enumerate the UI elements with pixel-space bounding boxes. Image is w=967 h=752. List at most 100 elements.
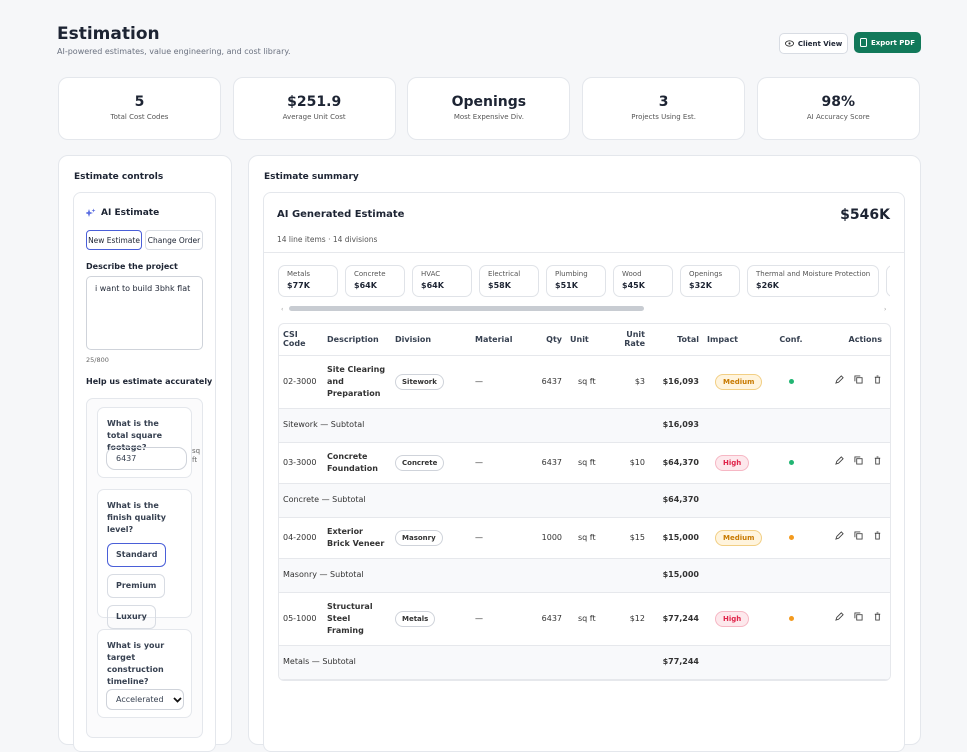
action-icon[interactable] <box>873 375 882 384</box>
action-icon[interactable] <box>873 456 882 465</box>
client-view-button[interactable]: Client View <box>779 33 848 54</box>
division-chip[interactable]: Wood $45K <box>613 265 673 297</box>
subtotal-label: Sitework — Subtotal <box>279 408 649 443</box>
stat-label: Most Expensive Div. <box>453 113 524 121</box>
estimate-meta: 14 line items · 14 divisions <box>277 235 378 244</box>
stat-label: Projects Using Est. <box>631 113 696 121</box>
chevron-icon <box>173 697 182 703</box>
scroll-right[interactable]: › <box>884 306 887 313</box>
panel-title: Estimate controls <box>74 172 164 182</box>
conf-dot <box>788 534 794 540</box>
eye-icon <box>784 40 794 47</box>
unit: sq ft <box>566 592 609 646</box>
division-chip[interactable]: HVAC $64K <box>412 265 472 297</box>
action-icon[interactable] <box>835 375 844 384</box>
division-chip[interactable]: Thermal and Moisture Protection $26K <box>747 265 880 297</box>
division-name: Openings <box>689 270 723 278</box>
division-chip[interactable]: Electrical $58K <box>479 265 539 297</box>
division-chip[interactable]: Concrete $64K <box>345 265 405 297</box>
action-icon[interactable] <box>835 612 844 621</box>
subtotal-row: Sitework — Subtotal $16,093 <box>279 408 890 443</box>
division-cell: Sitework <box>391 355 471 409</box>
option-button[interactable]: Premium <box>107 574 166 598</box>
division-chip[interactable] <box>886 265 890 297</box>
column-header: Total <box>649 324 703 356</box>
unit: sq ft <box>566 355 609 409</box>
division-chip[interactable]: Metals $77K <box>278 265 338 297</box>
subtotal-label: Masonry — Subtotal <box>279 558 649 593</box>
action-icon[interactable] <box>854 531 863 540</box>
cell <box>703 645 890 680</box>
scrollbar-thumb[interactable] <box>289 306 644 311</box>
subtotal-total: $64,370 <box>649 483 703 518</box>
page: Estimation AI-powered estimates, value e… <box>57 24 921 752</box>
division-chip[interactable]: Openings $32K <box>680 265 740 297</box>
division-cell: Concrete <box>391 442 471 484</box>
division-amount: $45K <box>622 281 645 290</box>
conf-cell <box>766 442 816 484</box>
button-label: Client View <box>797 39 843 48</box>
unit-rate: $15 <box>609 517 649 559</box>
scroll-left[interactable]: ‹ <box>281 306 284 313</box>
column-header: Unit Rate <box>609 324 649 356</box>
division-name: Thermal and Moisture Protection <box>756 270 871 278</box>
qty: 6437 <box>526 355 566 409</box>
conf-dot <box>788 459 794 465</box>
action-icon[interactable] <box>873 612 882 621</box>
subtotal-total: $77,244 <box>649 645 703 680</box>
line-items-table: CSI Code Description Division Material Qty Un… <box>279 324 890 680</box>
action-icon[interactable] <box>854 456 863 465</box>
page-title: Estimation <box>57 24 160 44</box>
sqft-input[interactable]: 6437 <box>106 447 187 470</box>
option-button[interactable]: Standard <box>107 543 167 567</box>
action-icon[interactable] <box>854 375 863 384</box>
divider <box>264 252 904 253</box>
column-header: Unit <box>566 324 609 356</box>
unit-rate: $10 <box>609 442 649 484</box>
stat-value: $251.9 <box>287 94 342 110</box>
cell <box>703 408 890 443</box>
division-chip[interactable]: Plumbing $51K <box>546 265 606 297</box>
csi-code: 02-3000 <box>279 355 323 409</box>
impact-badge: High <box>715 610 750 627</box>
csi-code: 05-1000 <box>279 592 323 646</box>
estimate-title: AI Generated Estimate <box>277 209 405 220</box>
description-textarea[interactable]: i want to build 3bhk flat <box>86 276 203 350</box>
cell <box>703 483 890 518</box>
division-amount: $26K <box>756 281 779 290</box>
action-icon[interactable] <box>873 531 882 540</box>
header: Estimation AI-powered estimates, value e… <box>57 24 291 56</box>
division-name: Electrical <box>488 270 521 278</box>
stat-card: 5 Total Cost Codes <box>58 77 221 140</box>
button-label: Export PDF <box>870 38 916 47</box>
file-icon <box>859 38 867 47</box>
action-icon[interactable] <box>835 456 844 465</box>
timeline-select[interactable]: Accelerated <box>106 689 184 710</box>
conf-cell <box>766 355 816 409</box>
action-icon[interactable] <box>854 612 863 621</box>
material: — <box>471 355 526 409</box>
tab-new-estimate[interactable]: New Estimate <box>86 230 142 250</box>
action-icon[interactable] <box>835 531 844 540</box>
describe-label: Describe the project <box>86 262 178 271</box>
tab-change-order[interactable]: Change Order <box>145 230 203 250</box>
page-subtitle: AI-powered estimates, value engineering,… <box>57 47 291 56</box>
export-pdf-button[interactable]: Export PDF <box>854 32 921 53</box>
option-button[interactable]: Luxury <box>107 605 156 629</box>
division-name: Wood <box>622 270 642 278</box>
unit: sq ft <box>566 517 609 559</box>
column-header: Actions <box>816 324 890 356</box>
division-amount: $32K <box>689 281 712 290</box>
division-amount: $64K <box>354 281 377 290</box>
ai-title: AI Estimate <box>101 208 160 218</box>
question-card: What is the total square footage? 6437 s… <box>97 407 200 478</box>
cell <box>703 558 890 593</box>
question-card: What is the finish quality level? Standa… <box>97 489 192 629</box>
line-item-row: 05-1000 Structural Steel Framing Metals —64… <box>279 592 890 646</box>
description: Exterior Brick Veneer <box>323 517 391 559</box>
unit-rate: $12 <box>609 592 649 646</box>
qty: 6437 <box>526 442 566 484</box>
impact-badge: Medium <box>715 529 763 546</box>
division-pill: Masonry <box>395 529 443 546</box>
unit: sq ft <box>566 442 609 484</box>
